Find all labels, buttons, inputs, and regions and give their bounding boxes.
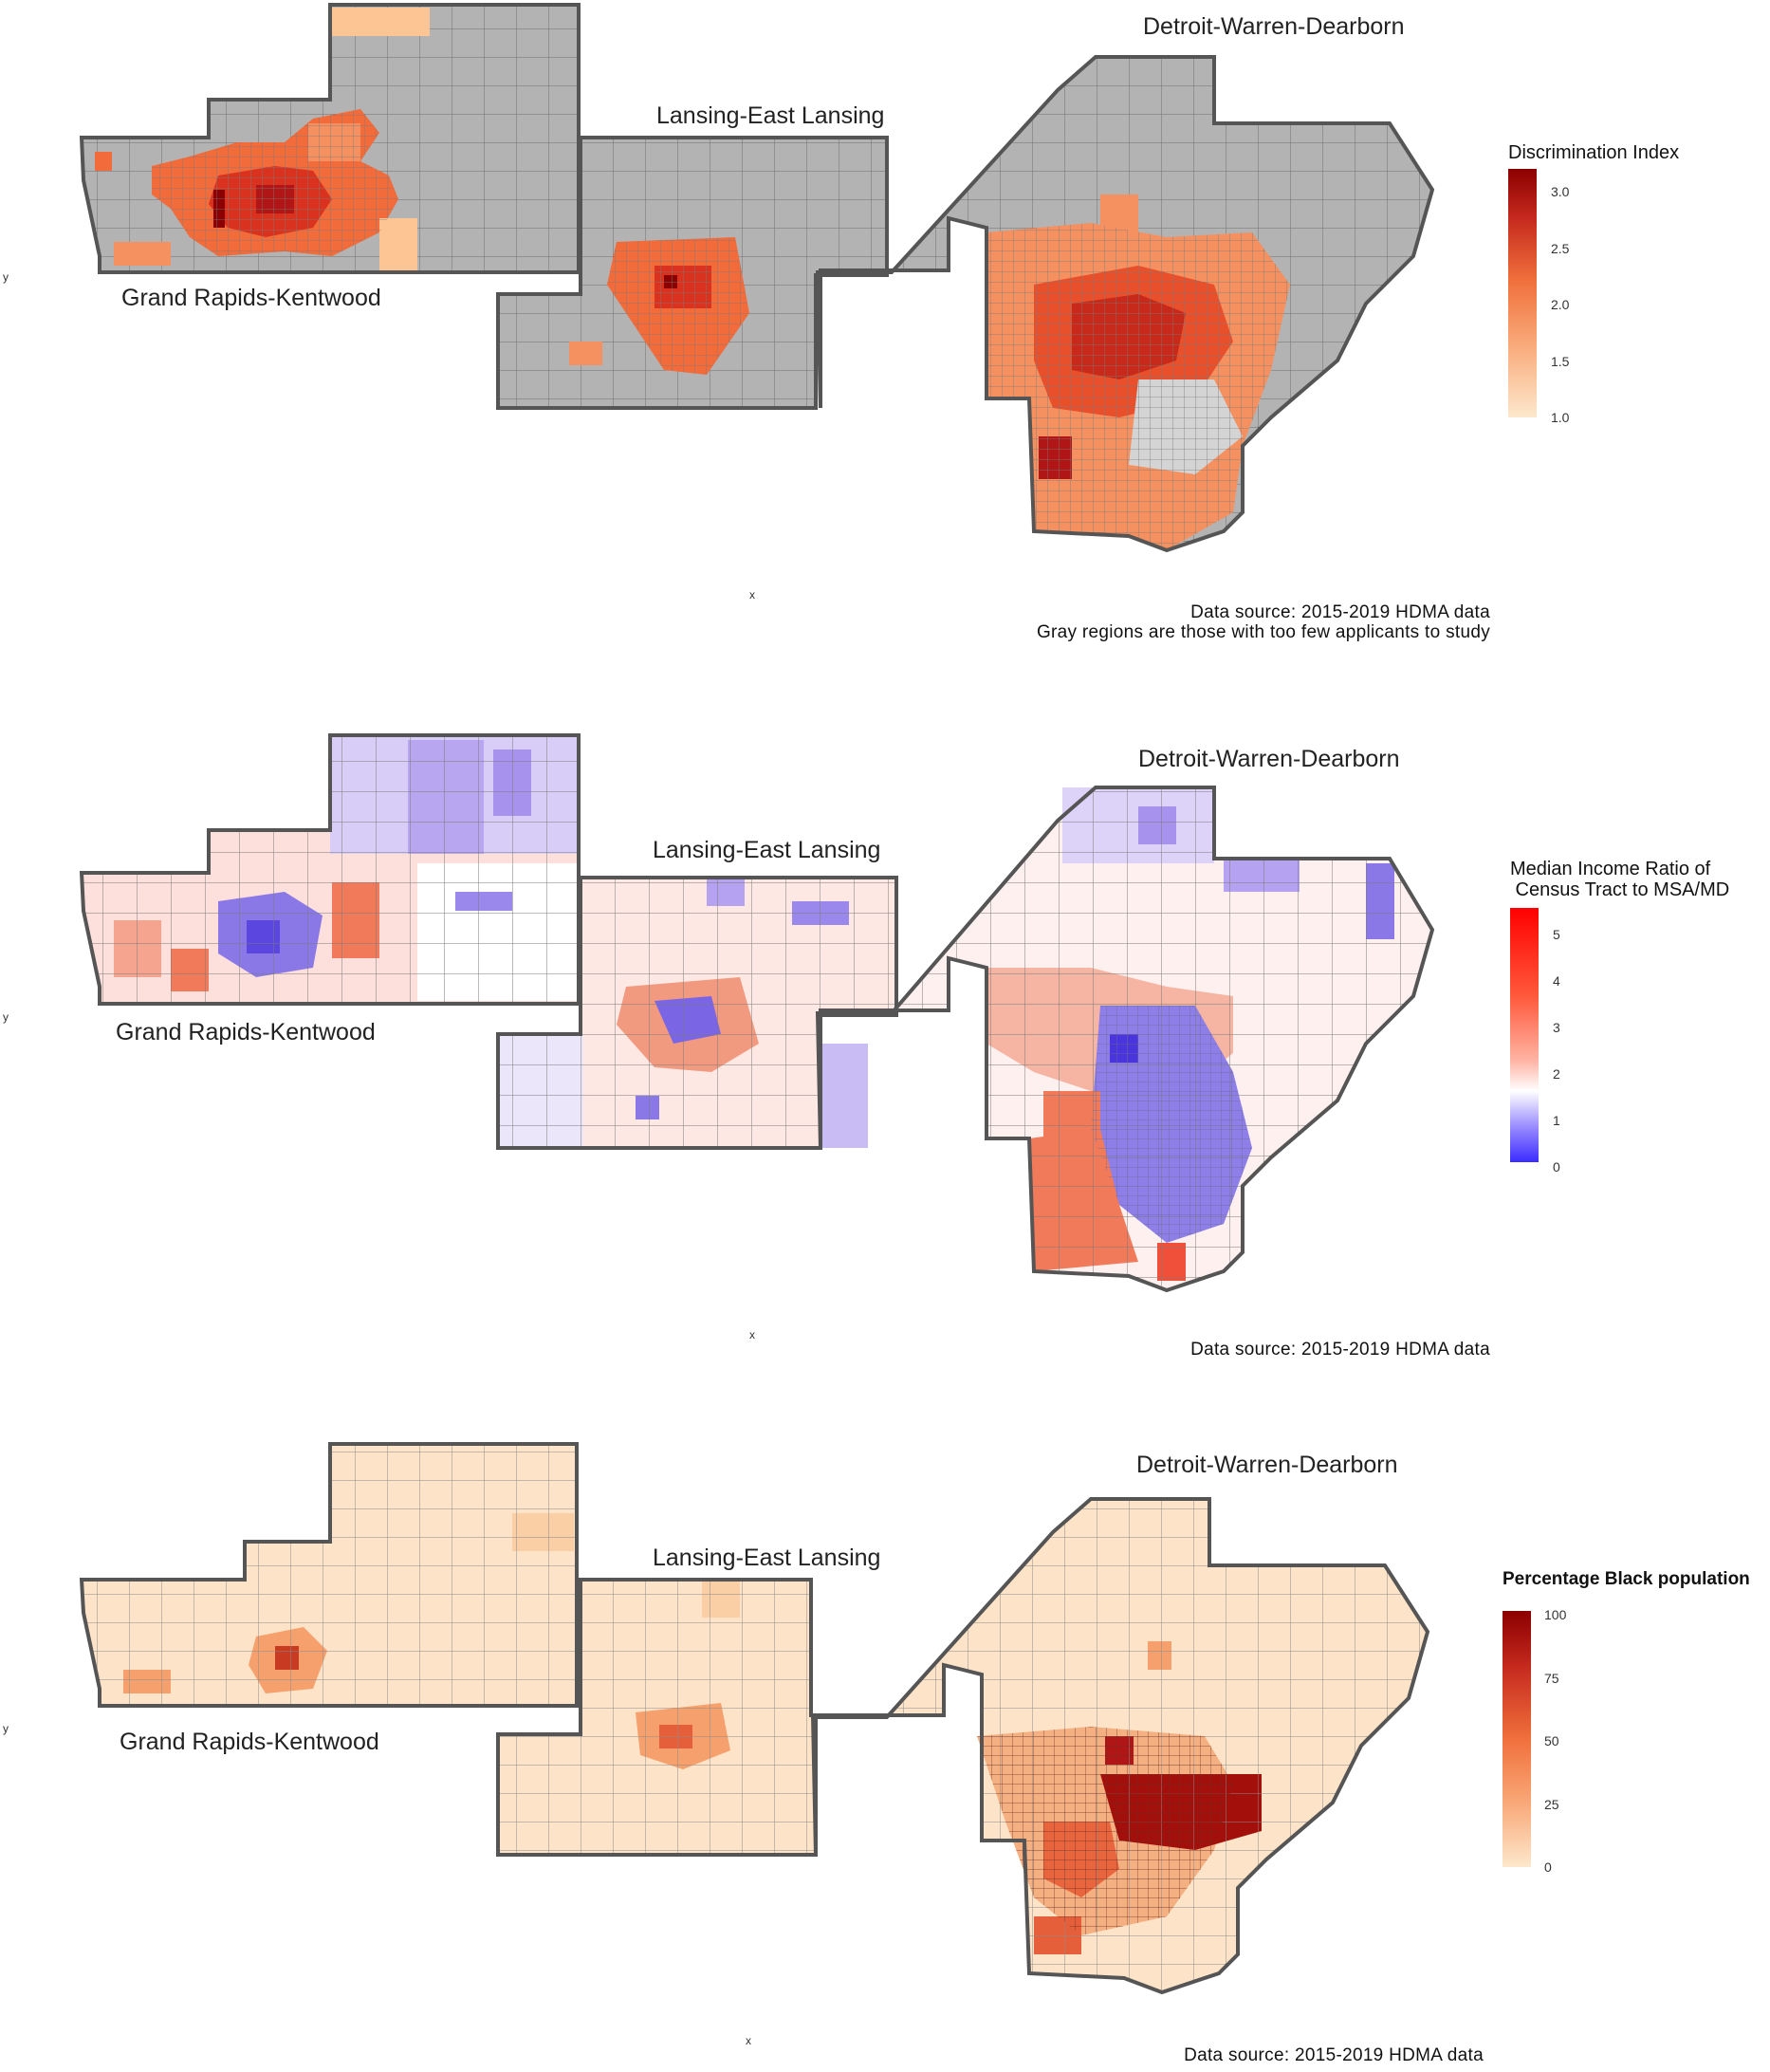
source-line: Data source: 2015-2019 HDMA data <box>1190 602 1490 622</box>
source-line: Gray regions are those with too few appl… <box>1036 622 1490 642</box>
y-axis-label: y <box>3 1010 9 1024</box>
region-label-lansing: Lansing-East Lansing <box>653 1545 881 1571</box>
legend-tick: 2.0 <box>1551 297 1570 312</box>
region-label-grand-rapids: Grand Rapids-Kentwood <box>121 285 381 311</box>
legend-colorbar <box>1508 169 1537 417</box>
x-axis-label: x <box>746 2034 751 2047</box>
income-map-svg <box>79 733 1435 1293</box>
x-axis-label: x <box>749 1328 755 1341</box>
detroit-region <box>810 1497 1430 1995</box>
source-line: Data source: 2015-2019 HDMA data <box>1190 1340 1490 1360</box>
legend-title: Median Income Ratio of Census Tract to M… <box>1510 859 1730 900</box>
black-pop-legend: Percentage Black population 100 75 50 25… <box>1503 1569 1750 1875</box>
y-axis-label: y <box>3 1722 9 1735</box>
legend-tick: 0 <box>1553 1159 1560 1175</box>
lansing-region <box>496 1578 818 1857</box>
region-label-lansing: Lansing-East Lansing <box>656 102 885 129</box>
legend-tick: 25 <box>1544 1797 1559 1812</box>
legend-tick: 50 <box>1544 1733 1559 1748</box>
y-axis-label: y <box>3 270 9 284</box>
legend-tick: 1 <box>1553 1113 1560 1128</box>
lansing-region <box>496 876 898 1150</box>
legend-tick: 2 <box>1553 1066 1560 1082</box>
income-ratio-map-panel: Grand Rapids-Kentwood Lansing-East Lansi… <box>0 731 1770 1376</box>
region-label-lansing: Lansing-East Lansing <box>653 837 881 863</box>
source-line: Data source: 2015-2019 HDMA data <box>1184 2045 1484 2065</box>
legend-tick: 1.0 <box>1551 410 1570 425</box>
legend-title: Discrimination Index <box>1508 142 1680 163</box>
legend-tick: 75 <box>1544 1671 1559 1686</box>
income-legend: Median Income Ratio of Census Tract to M… <box>1510 859 1730 1175</box>
region-label-detroit: Detroit-Warren-Dearborn <box>1136 1452 1398 1478</box>
discrimination-map-svg <box>79 3 1435 553</box>
legend-colorbar <box>1510 908 1539 1162</box>
detroit-region <box>815 55 1435 553</box>
lansing-region <box>496 136 889 410</box>
legend-tick: 1.5 <box>1551 354 1570 369</box>
legend-tick: 5 <box>1553 927 1560 942</box>
region-label-grand-rapids: Grand Rapids-Kentwood <box>116 1019 376 1045</box>
grand-rapids-region <box>79 3 581 274</box>
grand-rapids-region <box>79 733 581 1006</box>
legend-tick: 4 <box>1553 973 1560 989</box>
region-label-detroit: Detroit-Warren-Dearborn <box>1138 746 1400 772</box>
legend-tick: 2.5 <box>1551 241 1570 256</box>
legend-colorbar <box>1503 1611 1531 1867</box>
discrimination-legend: Discrimination Index 3.0 2.5 2.0 1.5 1.0 <box>1508 142 1680 425</box>
legend-tick: 3 <box>1553 1020 1560 1035</box>
legend-tick: 0 <box>1544 1859 1552 1875</box>
legend-title: Percentage Black population <box>1503 1569 1750 1589</box>
x-axis-label: x <box>749 588 755 601</box>
region-label-detroit: Detroit-Warren-Dearborn <box>1143 13 1405 40</box>
legend-tick: 3.0 <box>1551 184 1570 199</box>
region-label-grand-rapids: Grand Rapids-Kentwood <box>120 1729 379 1755</box>
detroit-region <box>815 786 1435 1293</box>
legend-tick: 100 <box>1544 1607 1567 1622</box>
black-pop-map-svg <box>79 1442 1430 1995</box>
black-population-map-panel: Grand Rapids-Kentwood Lansing-East Lansi… <box>0 1423 1770 2072</box>
grand-rapids-region <box>79 1442 579 1708</box>
discrimination-index-map-panel: Grand Rapids-Kentwood Lansing-East Lansi… <box>0 0 1770 664</box>
